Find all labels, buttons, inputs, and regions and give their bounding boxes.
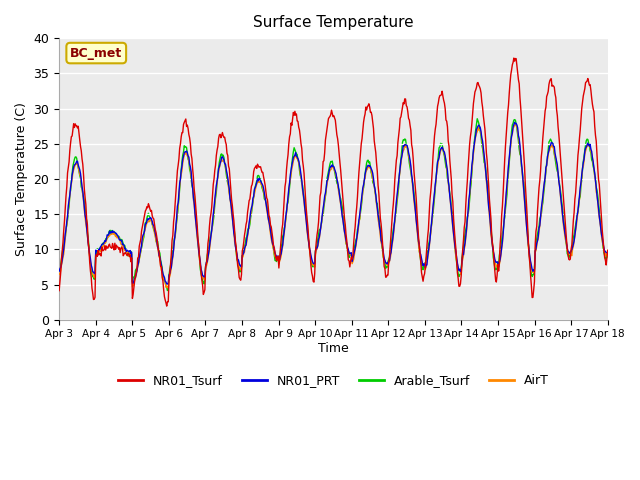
Y-axis label: Surface Temperature (C): Surface Temperature (C) xyxy=(15,102,28,256)
Title: Surface Temperature: Surface Temperature xyxy=(253,15,413,30)
X-axis label: Time: Time xyxy=(318,342,349,355)
Text: BC_met: BC_met xyxy=(70,47,122,60)
Legend: NR01_Tsurf, NR01_PRT, Arable_Tsurf, AirT: NR01_Tsurf, NR01_PRT, Arable_Tsurf, AirT xyxy=(113,370,554,392)
